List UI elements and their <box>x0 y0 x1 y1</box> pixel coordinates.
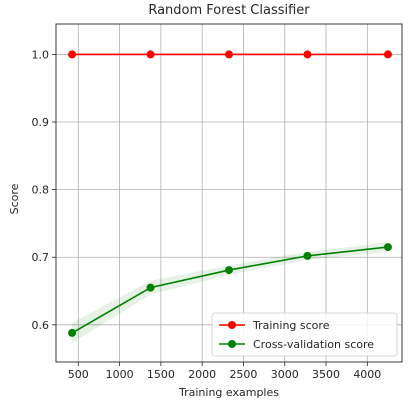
x-tick-label: 4000 <box>353 368 381 381</box>
x-tick-label: 1500 <box>147 368 175 381</box>
data-point <box>303 251 312 260</box>
x-tick-label: 3000 <box>271 368 299 381</box>
legend-label: Training score <box>252 319 330 332</box>
x-axis-label: Training examples <box>178 386 279 399</box>
y-tick-label: 0.9 <box>32 116 50 129</box>
x-tick-label: 3500 <box>312 368 340 381</box>
legend-swatch-marker <box>228 321 236 329</box>
confidence-band <box>72 242 388 344</box>
y-axis-label: Score <box>8 183 21 214</box>
data-point <box>225 266 233 275</box>
x-tick-label: 2000 <box>188 368 216 381</box>
x-tick-label: 1000 <box>106 368 134 381</box>
chart-title: Random Forest Classifier <box>148 3 310 18</box>
x-tick-label: 2500 <box>229 368 257 381</box>
legend-label: Cross-validation score <box>253 338 374 351</box>
data-point <box>225 50 233 59</box>
legend-box <box>211 312 398 357</box>
series-lines <box>68 50 392 337</box>
data-point <box>383 50 392 59</box>
confidence-bands <box>72 242 388 344</box>
y-tick-label: 1.0 <box>32 48 50 61</box>
y-tick-label: 0.8 <box>32 184 50 197</box>
data-point <box>68 50 77 59</box>
data-point <box>146 50 155 59</box>
data-point <box>303 50 312 59</box>
axis-ticks: 500 1000 1500 2000 2500 3000 3500 4000 0.6 0.7 0.8… <box>32 48 382 381</box>
legend: Training score Cross-validation score <box>211 312 398 357</box>
legend-swatch-marker <box>228 340 236 348</box>
y-tick-label: 0.7 <box>32 251 50 264</box>
data-point <box>68 328 77 337</box>
y-tick-label: 0.6 <box>32 319 50 332</box>
data-point <box>146 283 155 292</box>
data-point <box>383 243 392 252</box>
plot-frame <box>55 23 403 363</box>
x-tick-label: 500 <box>68 368 89 381</box>
